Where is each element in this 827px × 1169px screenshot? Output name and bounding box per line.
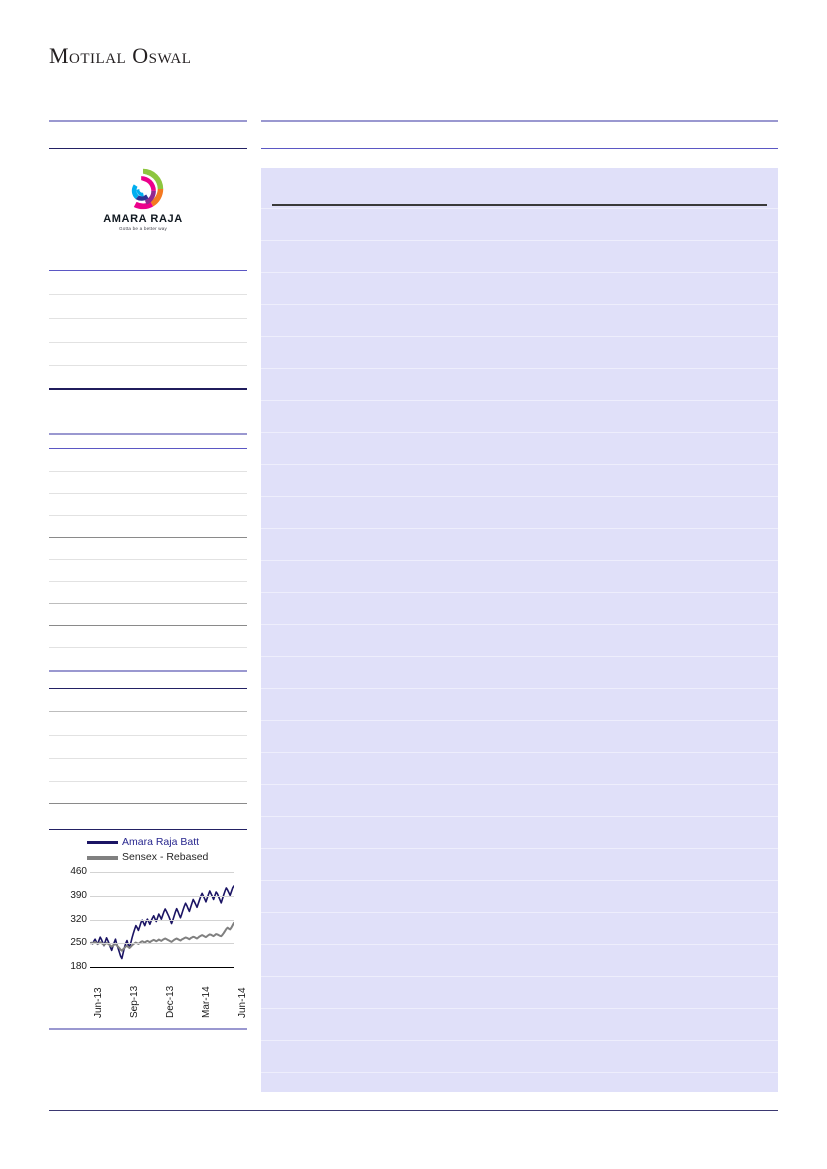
chart-ytick-180: 180 <box>70 961 87 972</box>
page-rule-top <box>261 120 778 122</box>
chart-ytick-250: 250 <box>70 937 87 949</box>
chart-xtick-Jun-13: Jun-13 <box>93 987 104 1018</box>
chart-xtick-Sep-13: Sep-13 <box>129 985 140 1018</box>
chart-gridline-390 <box>90 895 234 897</box>
chart-xtick-Dec-13: Dec-13 <box>165 985 176 1018</box>
company-logo-tagline: Gotta be a better way <box>118 226 168 231</box>
chart-axis-baseline <box>90 967 234 968</box>
chart-legend: Amara Raja Batt Sensex - Rebased <box>87 835 247 865</box>
chart-ytick-390: 390 <box>70 889 87 901</box>
panel-row-separator-27 <box>261 1072 778 1073</box>
left-rule-block2-head <box>49 448 247 449</box>
panel-row-separator-10 <box>261 528 778 529</box>
legend-label-index: Sensex - Rebased <box>122 851 209 863</box>
left-rule-block1-row1 <box>49 294 247 295</box>
panel-row-separator-7 <box>261 432 778 433</box>
panel-row-separator-25 <box>261 1008 778 1009</box>
panel-row-separator-14 <box>261 656 778 657</box>
chart-y-axis: 180 250 320 390 460 <box>49 867 87 972</box>
company-logo: AMARA RAJA Gotta be a better way <box>97 166 189 238</box>
panel-row-separator-1 <box>261 240 778 241</box>
panel-row-separator-16 <box>261 720 778 721</box>
panel-row-separator-6 <box>261 400 778 401</box>
chart-series-index <box>90 923 234 951</box>
panel-header-rule <box>272 204 767 206</box>
left-rule-block3-row3 <box>49 758 247 759</box>
chart-series-layer <box>90 872 234 967</box>
panel-row-separator-9 <box>261 496 778 497</box>
company-logo-name: AMARA RAJA <box>103 213 183 225</box>
chart-ytick-320: 320 <box>70 913 87 925</box>
left-rule-header-rule-bottom <box>49 148 247 149</box>
panel-row-separator-26 <box>261 1040 778 1041</box>
left-rule-block1-row3 <box>49 342 247 343</box>
left-rule-block2-row9 <box>49 647 247 648</box>
left-rule-column-footer-rule <box>49 1028 247 1030</box>
left-rule-block3-bottom <box>49 803 247 804</box>
left-rule-header-rule-top <box>49 120 247 122</box>
legend-swatch-stock <box>87 841 118 844</box>
chart-gridline-320 <box>90 919 234 921</box>
panel-row-separator-24 <box>261 976 778 977</box>
left-rule-block3-row2 <box>49 735 247 736</box>
left-rule-block3-top <box>49 688 247 689</box>
panel-row-separator-20 <box>261 848 778 849</box>
panel-row-separator-5 <box>261 368 778 369</box>
left-rule-block2-row8 <box>49 625 247 626</box>
legend-swatch-index <box>87 855 118 860</box>
chart-top-rule <box>49 829 247 830</box>
panel-row-separator-21 <box>261 880 778 881</box>
left-rule-block2-bottom <box>49 670 247 672</box>
left-rule-block3-row1 <box>49 711 247 712</box>
price-performance-chart: Amara Raja Batt Sensex - Rebased 180 250 3… <box>49 829 249 1028</box>
panel-row-separator-0 <box>261 208 778 209</box>
left-rule-block2-row2 <box>49 493 247 494</box>
chart-ytick-460: 460 <box>70 866 87 877</box>
panel-row-separator-12 <box>261 592 778 593</box>
left-rule-block2-row4 <box>49 537 247 538</box>
chart-series-stock <box>90 886 234 959</box>
left-rule-block2-row7 <box>49 603 247 604</box>
footer-rule <box>49 1110 778 1111</box>
left-rule-block1-top <box>49 270 247 271</box>
left-rule-block1-row2 <box>49 318 247 319</box>
left-rule-block2-row5 <box>49 559 247 560</box>
left-rule-block2-top <box>49 433 247 435</box>
left-rule-block2-row1 <box>49 471 247 472</box>
left-rule-block3-row4 <box>49 781 247 782</box>
chart-xtick-Mar-14: Mar-14 <box>201 986 212 1018</box>
masthead: Motilal Oswal <box>49 42 449 74</box>
brand-wordmark: Motilal Oswal <box>49 43 192 68</box>
content-panel <box>261 168 778 1092</box>
panel-row-separator-19 <box>261 816 778 817</box>
panel-row-separator-17 <box>261 752 778 753</box>
swirl-logo-icon <box>131 168 164 210</box>
panel-row-separator-4 <box>261 336 778 337</box>
panel-row-separator-3 <box>261 304 778 305</box>
panel-row-separator-11 <box>261 560 778 561</box>
panel-row-separator-13 <box>261 624 778 625</box>
chart-plot-frame: 180 250 320 390 460 <box>49 866 249 972</box>
left-column <box>49 110 247 1035</box>
chart-xtick-Jun-14: Jun-14 <box>237 987 248 1018</box>
left-rule-block1-bottom <box>49 388 247 390</box>
chart-x-axis: Jun-13 Sep-13 Dec-13 Mar-14 Jun-14 <box>90 974 248 1024</box>
legend-entry-index: Sensex - Rebased <box>87 850 247 865</box>
left-rule-block2-row3 <box>49 515 247 516</box>
chart-gridline-250 <box>90 943 234 945</box>
panel-row-separator-15 <box>261 688 778 689</box>
panel-row-separator-23 <box>261 944 778 945</box>
left-rule-block1-row4 <box>49 365 247 366</box>
panel-row-separator-8 <box>261 464 778 465</box>
page-rule-second <box>261 148 778 149</box>
panel-row-separator-2 <box>261 272 778 273</box>
chart-plot-area <box>90 872 234 968</box>
panel-row-separator-22 <box>261 912 778 913</box>
chart-gridline-460 <box>90 872 234 873</box>
left-rule-block2-row6 <box>49 581 247 582</box>
panel-row-separator-18 <box>261 784 778 785</box>
legend-label-stock: Amara Raja Batt <box>122 836 200 848</box>
legend-entry-stock: Amara Raja Batt <box>87 835 247 850</box>
